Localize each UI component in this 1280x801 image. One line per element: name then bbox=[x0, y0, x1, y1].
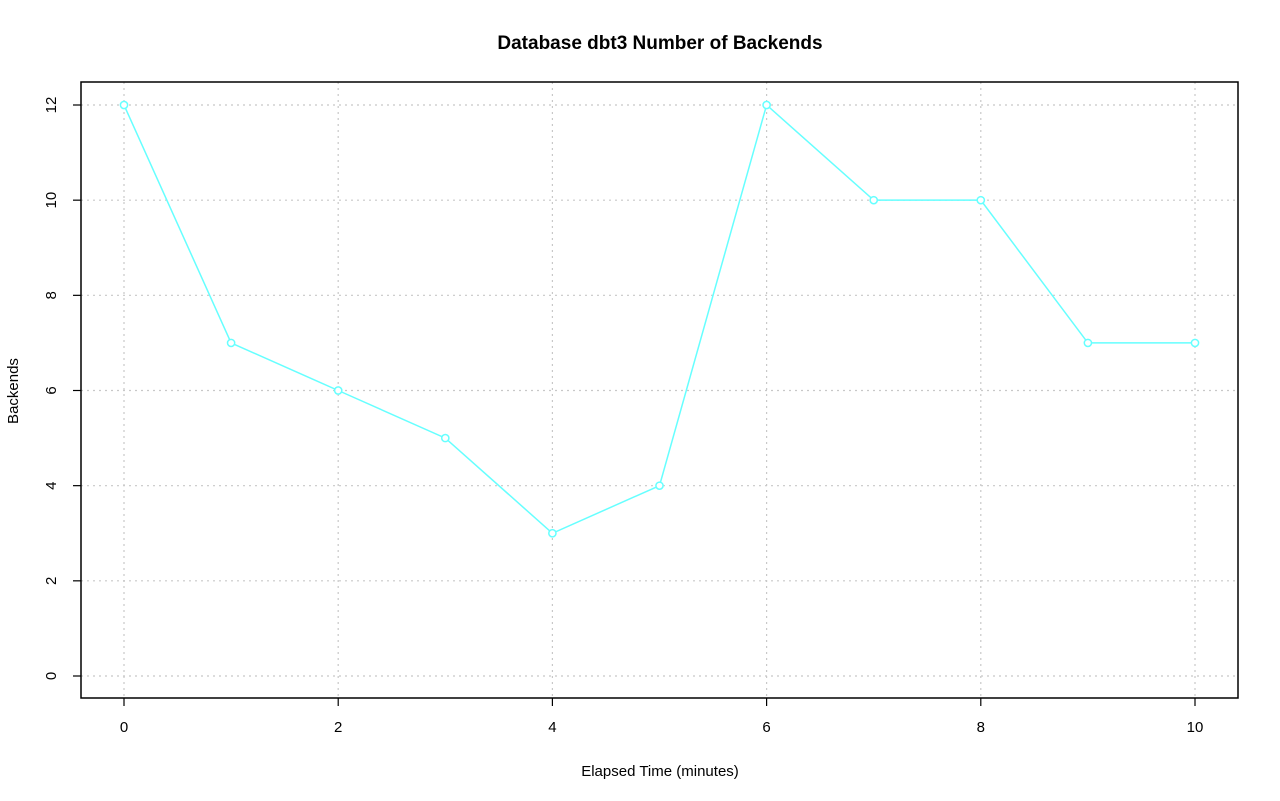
plot-frame bbox=[80, 81, 1239, 699]
data-point bbox=[1083, 338, 1093, 348]
y-axis: 0 2 4 6 8 10 12 bbox=[43, 97, 81, 680]
y-tick-label: 10 bbox=[43, 192, 60, 209]
y-tick-label: 0 bbox=[43, 672, 60, 680]
series-line bbox=[123, 103, 1195, 535]
data-point bbox=[655, 481, 664, 491]
y-tick-label: 8 bbox=[43, 291, 60, 299]
series-layer bbox=[119, 100, 1200, 538]
data-point bbox=[976, 195, 986, 205]
grid bbox=[81, 82, 1238, 698]
data-point bbox=[119, 100, 129, 110]
x-tick-label: 6 bbox=[762, 719, 770, 736]
x-tick-label: 0 bbox=[120, 719, 128, 736]
data-point bbox=[869, 195, 879, 205]
y-tick-label: 12 bbox=[43, 97, 60, 114]
data-point bbox=[762, 100, 771, 110]
y-tick-label: 2 bbox=[43, 577, 60, 585]
chart-title: Database dbt3 Number of Backends bbox=[497, 33, 822, 54]
x-tick-label: 4 bbox=[548, 719, 556, 736]
data-point bbox=[226, 338, 236, 348]
y-tick-label: 4 bbox=[43, 481, 60, 489]
x-axis: 0 2 4 6 8 10 bbox=[120, 698, 1204, 736]
y-tick-label: 6 bbox=[43, 386, 60, 394]
data-point bbox=[440, 433, 450, 443]
x-axis-label: Elapsed Time (minutes) bbox=[581, 763, 739, 780]
data-point bbox=[548, 528, 557, 538]
x-tick-label: 10 bbox=[1187, 719, 1204, 736]
x-tick-label: 2 bbox=[334, 719, 342, 736]
x-tick-label: 8 bbox=[977, 719, 985, 736]
y-axis-label: Backends bbox=[5, 358, 22, 424]
data-point bbox=[1190, 338, 1200, 348]
data-point bbox=[333, 386, 343, 395]
